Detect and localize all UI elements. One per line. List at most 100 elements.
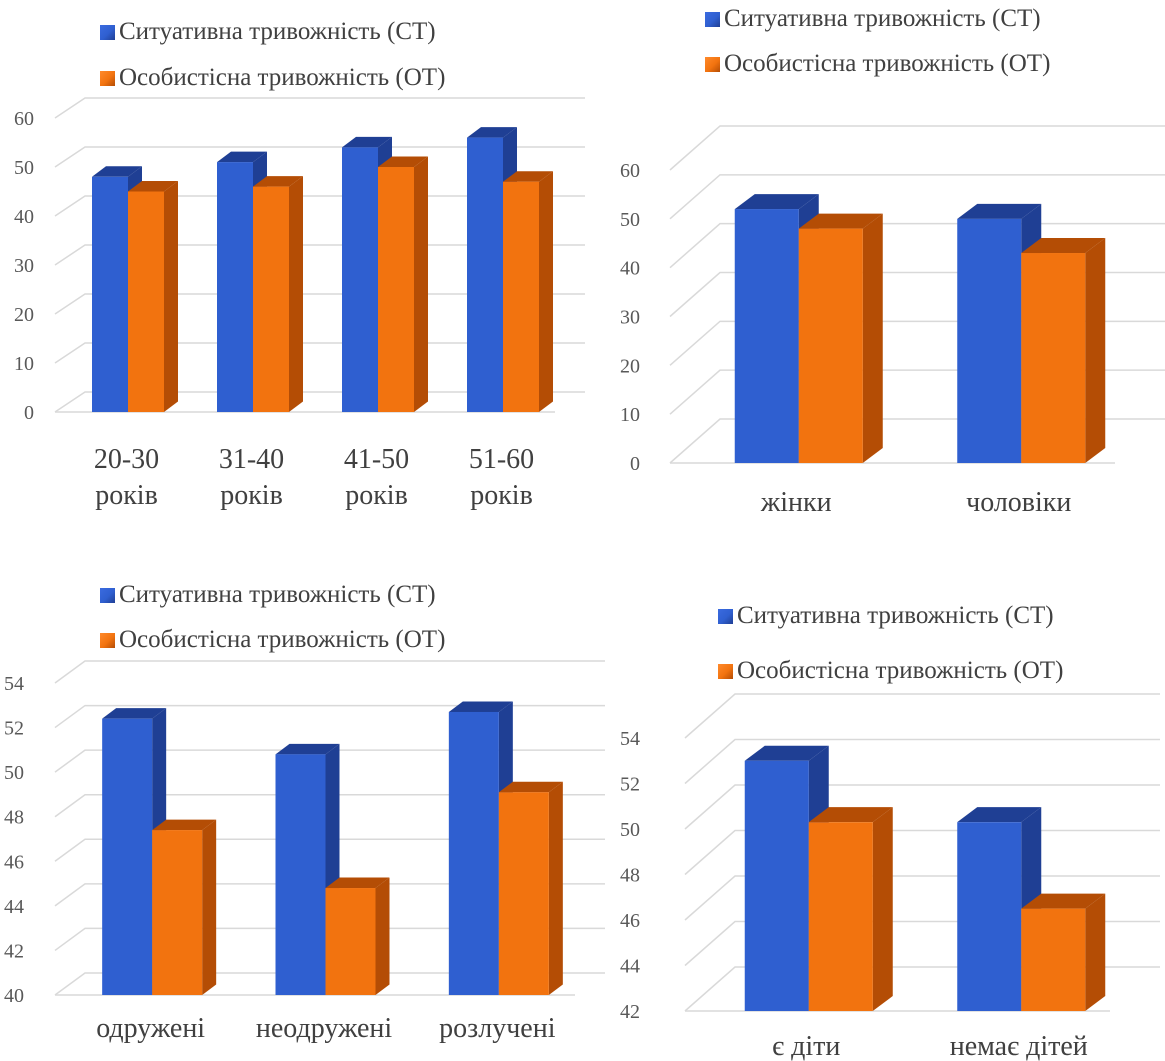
legend-label-ot: Особистісна тривожність (ОТ)	[737, 657, 1064, 684]
chart-svg: 42 44 46 48 50 52 54 є діти немає дітей	[620, 693, 1160, 1061]
x-category-label: одружені	[96, 1013, 205, 1044]
bar-front	[152, 830, 203, 995]
gridline	[684, 738, 1160, 785]
legend-label-ot: Особистісна тривожність (ОТ)	[119, 64, 446, 91]
bar-front	[275, 754, 326, 995]
bar-side	[872, 807, 893, 1011]
bar-ot	[128, 181, 178, 412]
x-category-line: немає дітей	[950, 1031, 1088, 1061]
bar-side	[202, 819, 217, 995]
bar-top	[342, 136, 392, 148]
bar-ot	[808, 807, 893, 1011]
chart-children: Ситуативна тривожність (СТ) Особистісна …	[590, 565, 1165, 1061]
y-tick-label: 60	[14, 108, 34, 130]
bar-front	[957, 218, 1022, 463]
gridline	[54, 749, 605, 773]
x-category-line: 20-30	[94, 444, 159, 475]
y-tick-label: 52	[4, 718, 24, 740]
gridline	[54, 793, 605, 818]
x-category-line: 31-40	[219, 444, 284, 475]
bar-top	[128, 181, 178, 192]
bar-ot	[1021, 893, 1106, 1011]
bar-front	[448, 711, 499, 995]
bar-top	[275, 743, 340, 755]
bar-ot	[498, 781, 563, 995]
x-category-label: 31-40 років	[219, 444, 284, 511]
legend-swatch-ot-icon	[100, 632, 115, 648]
legend-label-st: Ситуативна тривожність (СТ)	[119, 581, 436, 608]
legend-swatch-ot-icon	[705, 56, 720, 72]
x-category-label: жінки	[760, 487, 832, 518]
bar-side	[375, 877, 390, 995]
y-tick-label: 50	[620, 819, 640, 841]
bar-top	[1021, 238, 1106, 254]
x-category-line: 51-60	[469, 444, 534, 475]
y-tick-label: 52	[620, 774, 640, 796]
x-category-label: є діти	[772, 1031, 840, 1061]
legend-label-st: Ситуативна тривожність (СТ)	[724, 5, 1041, 32]
y-tick-label: 40	[14, 206, 34, 228]
bar-top	[503, 171, 553, 182]
legend-item-ot: Особистісна тривожність (ОТ)	[100, 626, 445, 654]
gridline	[54, 660, 605, 684]
bar-front	[467, 137, 503, 412]
y-tick-label: 40	[620, 258, 640, 280]
bar-side	[1085, 893, 1106, 1011]
bar-st	[275, 743, 340, 995]
chart-svg: 0 10 20 30 40 50 60 20-30 років 31-40 років 41-50 ро…	[14, 97, 585, 511]
bar-top	[798, 213, 883, 229]
bar-top	[102, 708, 167, 719]
gridline	[54, 883, 605, 907]
gridline	[669, 174, 1165, 220]
bar-ot	[1021, 238, 1106, 463]
legend-label-ot: Особистісна тривожність (ОТ)	[119, 626, 446, 653]
x-category-line: 41-50	[344, 444, 409, 475]
y-tick-label: 54	[620, 728, 640, 750]
legend-item-ot: Особистісна тривожність (ОТ)	[718, 657, 1063, 685]
bar-side	[414, 156, 428, 412]
bar-front	[378, 167, 414, 412]
bar-front	[342, 147, 378, 412]
bar-side	[289, 176, 303, 412]
bars	[92, 127, 553, 412]
x-category-label: 51-60 років	[469, 444, 534, 511]
legend-swatch-ot-icon	[100, 70, 115, 86]
x-category-line: років	[345, 480, 408, 511]
bar-side	[862, 213, 883, 463]
bar-ot	[253, 176, 303, 412]
gridline	[54, 704, 605, 729]
bars	[744, 745, 1106, 1011]
gridline	[54, 972, 605, 996]
bar-top	[498, 781, 563, 793]
chart-gender: Ситуативна тривожність (СТ) Особистісна …	[590, 0, 1165, 530]
y-tick-label: 0	[630, 453, 640, 475]
legend-item-st: Ситуативна тривожність (СТ)	[100, 18, 436, 46]
y-tick-label: 42	[620, 1001, 640, 1023]
x-category-label: немає дітей	[950, 1031, 1088, 1061]
bar-top	[448, 701, 513, 712]
legend-swatch-st-icon	[100, 587, 115, 603]
bar-side	[548, 781, 563, 995]
bar-top	[1021, 893, 1106, 909]
gridline	[54, 838, 605, 862]
y-tick-label: 20	[14, 304, 34, 326]
y-tick-label: 48	[620, 865, 640, 887]
y-tick-label: 10	[620, 404, 640, 426]
x-category-line: розлучені	[439, 1013, 556, 1044]
bar-top	[92, 166, 142, 177]
x-category-label: чоловіки	[966, 487, 1071, 518]
bar-st	[102, 708, 167, 995]
y-tick-label: 50	[4, 762, 24, 784]
gridline	[54, 927, 605, 952]
y-tick-label: 46	[620, 910, 640, 932]
x-category-line: одружені	[96, 1013, 205, 1044]
bar-top	[744, 745, 829, 761]
bar-front	[325, 888, 376, 995]
legend-swatch-ot-icon	[718, 663, 733, 679]
legend-item-st: Ситуативна тривожність (СТ)	[100, 581, 436, 609]
bars	[734, 194, 1106, 464]
x-category-line: років	[470, 480, 533, 511]
gridline	[669, 125, 1165, 171]
y-tick-label: 42	[4, 940, 24, 962]
bar-front	[128, 191, 164, 412]
